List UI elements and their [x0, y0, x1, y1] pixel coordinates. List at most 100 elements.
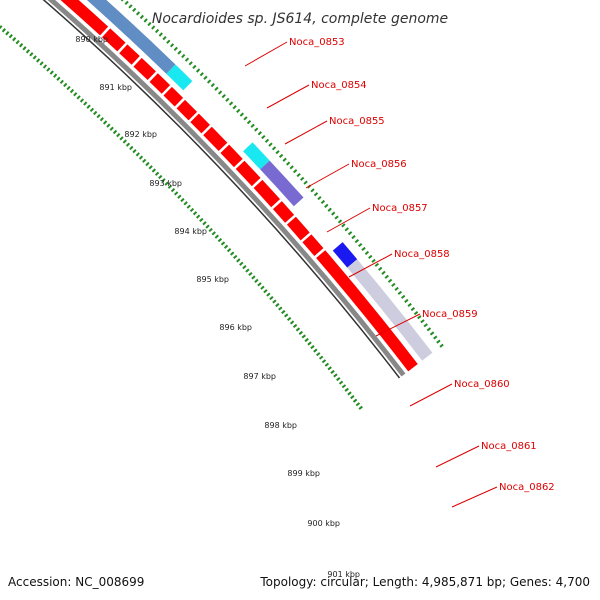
outer-tick-mark — [384, 274, 389, 279]
gene-leader-line — [244, 41, 288, 67]
gene-leader-line — [409, 383, 453, 407]
kbp-tick-mark — [260, 285, 265, 290]
kbp-tick-mark — [321, 359, 327, 364]
cds-arrow — [220, 144, 243, 168]
kbp-tick-mark — [66, 85, 71, 91]
outer-tick-mark — [135, 11, 141, 16]
outer-tick-mark — [264, 138, 270, 143]
outer-tick-mark — [317, 196, 322, 201]
outer-tick-mark — [257, 131, 262, 136]
kbp-tick-mark — [12, 37, 17, 42]
kbp-tick-mark — [333, 373, 338, 378]
cds-arrow — [190, 113, 210, 134]
kbp-label: 896 kbp — [219, 323, 252, 332]
outer-tick-mark — [158, 32, 163, 37]
outer-tick-mark — [289, 165, 294, 170]
gene-leader-line — [326, 207, 371, 233]
kbp-tick-mark — [170, 187, 176, 193]
kbp-tick-mark — [307, 341, 312, 346]
kbp-label: 899 kbp — [287, 469, 320, 478]
kbp-tick-mark — [284, 313, 289, 318]
gene-leader-line — [348, 253, 393, 278]
kbp-tick-mark — [289, 320, 295, 325]
gene-label: Noca_0862 — [499, 482, 555, 493]
outer-tick-mark — [214, 86, 219, 91]
kbp-tick-mark — [199, 217, 204, 223]
outer-tick-mark — [368, 254, 373, 259]
outer-tick-mark — [433, 335, 438, 340]
kbp-tick-mark — [341, 384, 347, 389]
kbp-tick-mark — [39, 61, 44, 66]
outer-tick-mark — [397, 290, 403, 295]
outer-tick-mark — [184, 57, 190, 62]
kbp-label: 890 kbp — [75, 35, 108, 44]
cds-track — [60, 0, 418, 372]
feature-block — [260, 160, 304, 207]
kbp-label: 893 kbp — [149, 179, 182, 188]
kbp-tick-mark — [125, 142, 131, 147]
outer-tick-mark — [195, 68, 201, 73]
outer-tick-mark — [124, 0, 129, 5]
outer-tick-mark — [162, 36, 167, 41]
outer-tick-mark — [439, 343, 444, 348]
cds-arrow — [102, 28, 126, 52]
kbp-tick-mark — [220, 241, 226, 246]
kbp-tick-mark — [164, 181, 169, 186]
kbp-tick-mark — [148, 165, 153, 170]
outer-tick-mark — [210, 82, 215, 88]
kbp-tick-mark — [102, 120, 108, 125]
kbp-tick-mark — [350, 395, 355, 400]
outer-tick-mark — [139, 14, 144, 20]
backbone-line — [47, 0, 406, 377]
gene-leader-line — [305, 163, 350, 189]
cds-arrow — [302, 234, 324, 257]
gene-label: Noca_0858 — [394, 249, 450, 260]
kbp-tick-mark — [116, 133, 121, 138]
gene-leader-line — [375, 313, 421, 337]
outer-tick-mark — [310, 188, 315, 193]
kbp-tick-mark — [298, 330, 304, 335]
outer-tick-mark — [132, 7, 137, 12]
kbp-tick-mark — [32, 55, 37, 60]
outer-tick-mark — [169, 43, 175, 48]
outer-tick-mark — [243, 116, 248, 121]
kbp-tick-mark — [183, 201, 188, 206]
kbp-tick-mark — [295, 327, 301, 332]
outer-tick-mark — [374, 262, 380, 267]
cds-arrow — [163, 86, 184, 107]
kbp-tick-mark — [86, 104, 91, 109]
kbp-tick-mark — [269, 296, 274, 301]
cds-arrow — [235, 160, 261, 187]
kbp-tick-mark — [281, 309, 286, 315]
outer-tick-mark — [381, 270, 386, 275]
kbp-tick-mark — [278, 306, 283, 311]
kbp-tick-mark — [330, 369, 335, 374]
kbp-tick-mark — [151, 168, 156, 173]
outer-tick-mark — [217, 90, 223, 95]
gene-leader-line — [451, 486, 498, 508]
kbp-tick-mark — [22, 46, 27, 51]
kbp-tick-mark — [138, 155, 144, 160]
outer-tick-mark — [331, 211, 336, 216]
kbp-tick-mark — [132, 149, 137, 154]
cds-arrow — [316, 250, 418, 372]
outer-tick-mark — [417, 315, 422, 320]
kbp-label: 897 kbp — [243, 372, 276, 381]
gene-leader-line — [284, 120, 328, 145]
kbp-tick-mark — [230, 251, 235, 256]
kbp-tick-mark — [239, 261, 244, 266]
outer-tick-mark — [324, 203, 329, 208]
outer-tick-mark — [221, 93, 226, 99]
genome-backbone — [42, 0, 406, 379]
kbp-tick-mark — [63, 82, 68, 88]
kbp-tick-mark — [327, 366, 332, 371]
outer-tick-mark — [239, 112, 244, 117]
kbp-tick-mark — [69, 88, 75, 94]
kbp-tick-mark — [53, 73, 58, 78]
kbp-tick-mark — [189, 207, 195, 213]
kbp-tick-mark — [99, 117, 104, 122]
gene-leader-line — [435, 445, 480, 468]
kbp-label: 894 kbp — [174, 227, 207, 236]
kbp-tick-mark — [263, 289, 268, 294]
outer-tick-mark — [192, 64, 197, 70]
